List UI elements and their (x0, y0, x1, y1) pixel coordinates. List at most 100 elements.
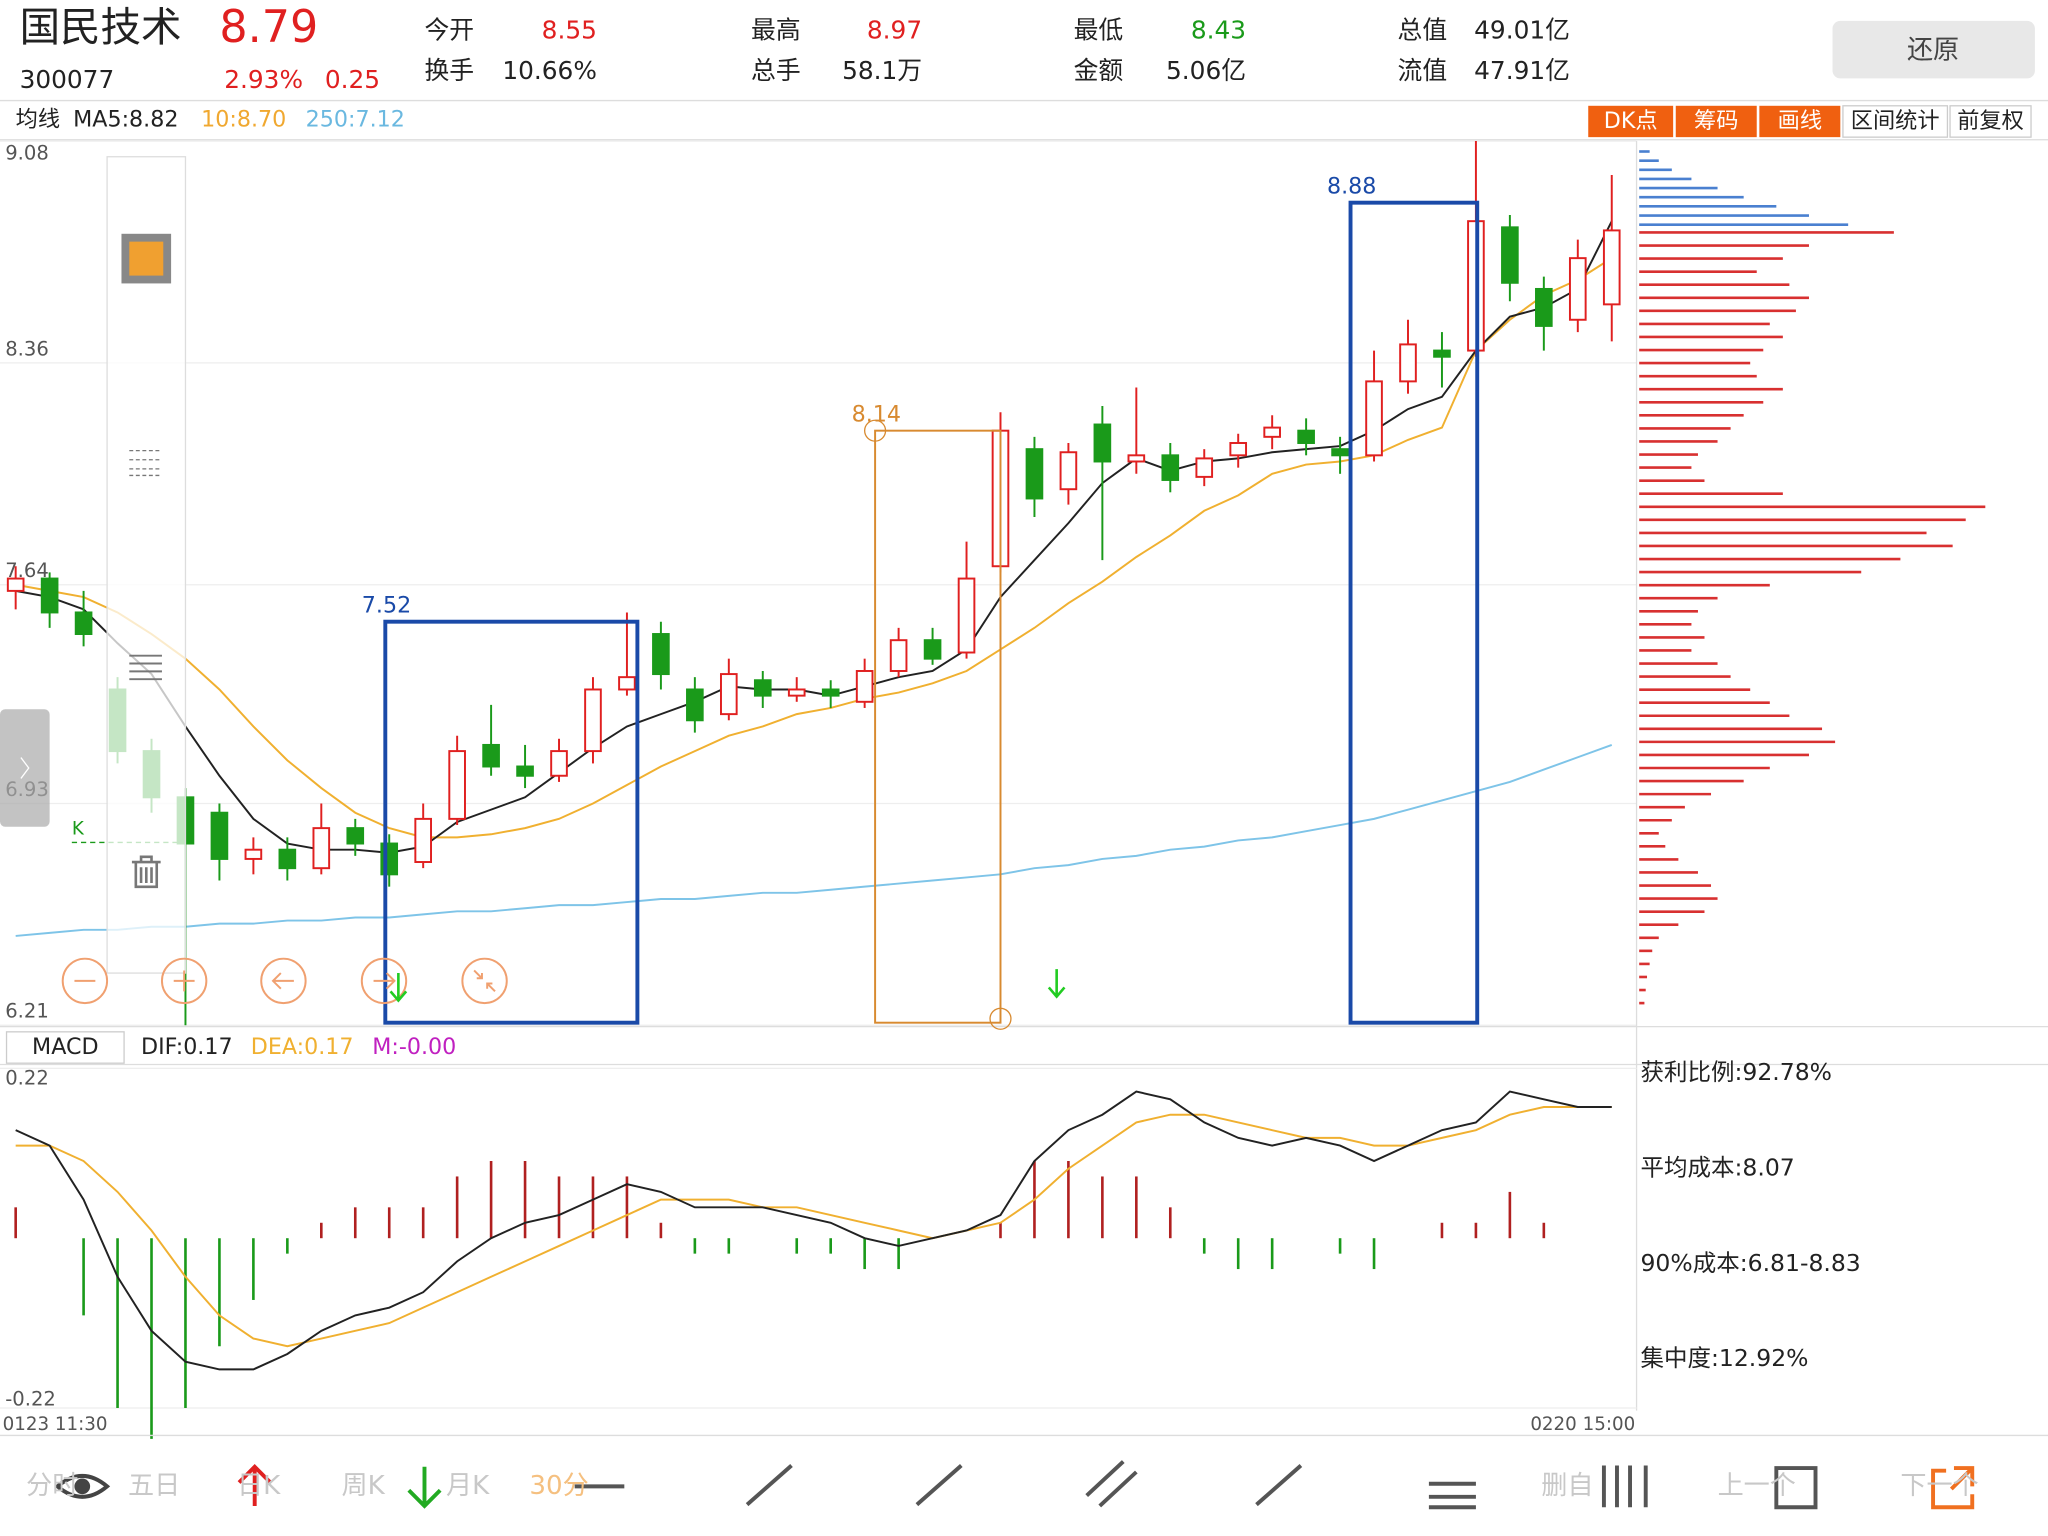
y-tick-label: -0.22 (5, 1388, 56, 1411)
rect-tool[interactable] (1774, 1466, 1818, 1510)
bottom-tab[interactable]: 周K (341, 1471, 385, 1501)
shrink-button[interactable] (461, 957, 508, 1005)
line-width-icon[interactable] (129, 654, 162, 681)
grid-tool[interactable] (1601, 1465, 1648, 1508)
candle-body (1535, 287, 1553, 327)
candle-body (516, 765, 534, 777)
stat-value: 8.97 (867, 15, 922, 44)
ma5-line (15, 220, 1613, 854)
stat-value: 58.1万 (842, 56, 922, 85)
stat-value: 10.66% (502, 56, 597, 85)
candle-body (1161, 454, 1180, 481)
down-arrow-icon[interactable] (407, 1466, 442, 1509)
zoom-out-button[interactable] (61, 957, 109, 1005)
tool-button-bg[interactable] (1842, 105, 1949, 138)
side-tab[interactable] (0, 709, 50, 827)
macd-title-box[interactable] (5, 1031, 125, 1064)
candle-body (414, 817, 432, 863)
restore-button[interactable]: 还原 (1907, 35, 1959, 65)
tool-button[interactable]: 前复权 (1957, 108, 2024, 134)
candle-body (1127, 454, 1146, 463)
y-tick-label: 9.08 (5, 142, 49, 165)
candle-body (753, 679, 772, 697)
candle-body (787, 688, 806, 697)
stat-value: 8.55 (542, 15, 597, 44)
bottom-tab[interactable]: 删自 (1541, 1471, 1593, 1501)
candle-body (686, 688, 704, 722)
candle-body (312, 827, 331, 870)
draw-toolbar (0, 156, 1066, 1005)
box-handle[interactable] (989, 1007, 1012, 1030)
dea-line (15, 1106, 1612, 1348)
candle-body (1229, 442, 1248, 457)
box-handle[interactable] (864, 419, 887, 442)
stock-name: 国民技术 (20, 3, 182, 51)
stat-label: 总值 (1398, 15, 1448, 44)
y-tick-label: 6.21 (5, 1000, 49, 1023)
ray-tool[interactable] (915, 1464, 963, 1507)
zoom-in-button[interactable] (160, 957, 208, 1005)
ma250-label: 250:7.12 (306, 107, 405, 133)
candle-body (448, 750, 466, 820)
ma250-line (15, 744, 1613, 937)
chip-stat: 90%成本:6.81-8.83 (1640, 1249, 1860, 1277)
move-left-button[interactable] (260, 957, 307, 1005)
candle-body (652, 633, 670, 676)
arrow-tool[interactable] (1255, 1464, 1303, 1507)
tool-button-bg[interactable] (1675, 105, 1757, 138)
drawn-box (1348, 200, 1480, 1025)
stat-value: 49.01亿 (1474, 15, 1570, 44)
stat-label: 今开 (424, 15, 474, 44)
candle-body (957, 577, 976, 654)
candle-body (244, 848, 263, 860)
fib-tool[interactable] (1428, 1481, 1476, 1510)
bottom-tab[interactable]: 五日 (128, 1471, 180, 1501)
dif-line (15, 1090, 1612, 1371)
delete-icon[interactable] (131, 855, 161, 889)
bottom-tab[interactable]: 上一个 (1718, 1471, 1796, 1501)
candle-body (1568, 257, 1587, 321)
macd-title[interactable]: MACD (32, 1034, 99, 1060)
candle-body (1195, 457, 1214, 478)
color-swatch (129, 241, 164, 276)
candle-body (719, 673, 738, 716)
change: 0.25 (325, 65, 380, 94)
candle-body (1399, 343, 1417, 383)
channel-tool[interactable] (1085, 1460, 1138, 1508)
tool-button[interactable]: 筹码 (1694, 108, 1738, 134)
bottom-tab[interactable]: 月K (446, 1471, 490, 1501)
bottom-tab[interactable]: 30分 (529, 1471, 588, 1501)
chip-stat: 集中度:12.92% (1640, 1344, 1808, 1372)
stats: 今开 8.55 换手 10.66% 最高 8.97 总手 58.1万 最低 8.43 金额 5.06亿… (424, 15, 1569, 84)
stat-value: 5.06亿 (1166, 56, 1246, 85)
candle-body (1331, 448, 1349, 457)
ma10-line (15, 257, 1613, 839)
bottom-tab[interactable]: 分时 (26, 1471, 78, 1501)
restore-button-bg[interactable] (1832, 20, 2035, 79)
bottom-tab[interactable]: 下一个 (1900, 1471, 1978, 1501)
ma5-label: MA5:8.82 (73, 107, 178, 133)
tool-button[interactable]: 画线 (1778, 108, 1822, 134)
tool-button-bg[interactable] (1949, 105, 2032, 138)
tool-button-bg[interactable] (1588, 105, 1674, 138)
line-style-icon[interactable] (129, 449, 162, 477)
tool-button[interactable]: 区间统计 (1851, 108, 1940, 134)
candle-body (1501, 226, 1519, 284)
candle-body (482, 743, 500, 768)
candle-body (278, 848, 297, 870)
move-right-button[interactable] (360, 957, 408, 1005)
bottom-tab[interactable]: 日K (237, 1471, 281, 1501)
macd-chart: MACD DIF:0.17 DEA:0.17 M:-0.00 -0.22 0.22 (0, 1031, 2048, 1439)
stat-value: 8.43 (1191, 15, 1246, 44)
share-tool[interactable] (1931, 1466, 1975, 1510)
chip-stat: 获利比例:92.78% (1640, 1058, 1832, 1086)
tool-button-bg[interactable] (1759, 105, 1841, 138)
bottom-toolbar: 分时 五日 日K 周K 月K 30分 删自 上一个 下一个 (26, 1460, 1979, 1510)
stat-label: 换手 (424, 56, 474, 85)
up-arrow-icon[interactable] (237, 1464, 272, 1506)
stock-price: 8.79 (219, 2, 318, 53)
segment-tool[interactable] (745, 1464, 793, 1507)
candle-body (1263, 426, 1281, 438)
tool-button[interactable]: DK点 (1604, 108, 1658, 134)
candle-body (821, 688, 840, 697)
